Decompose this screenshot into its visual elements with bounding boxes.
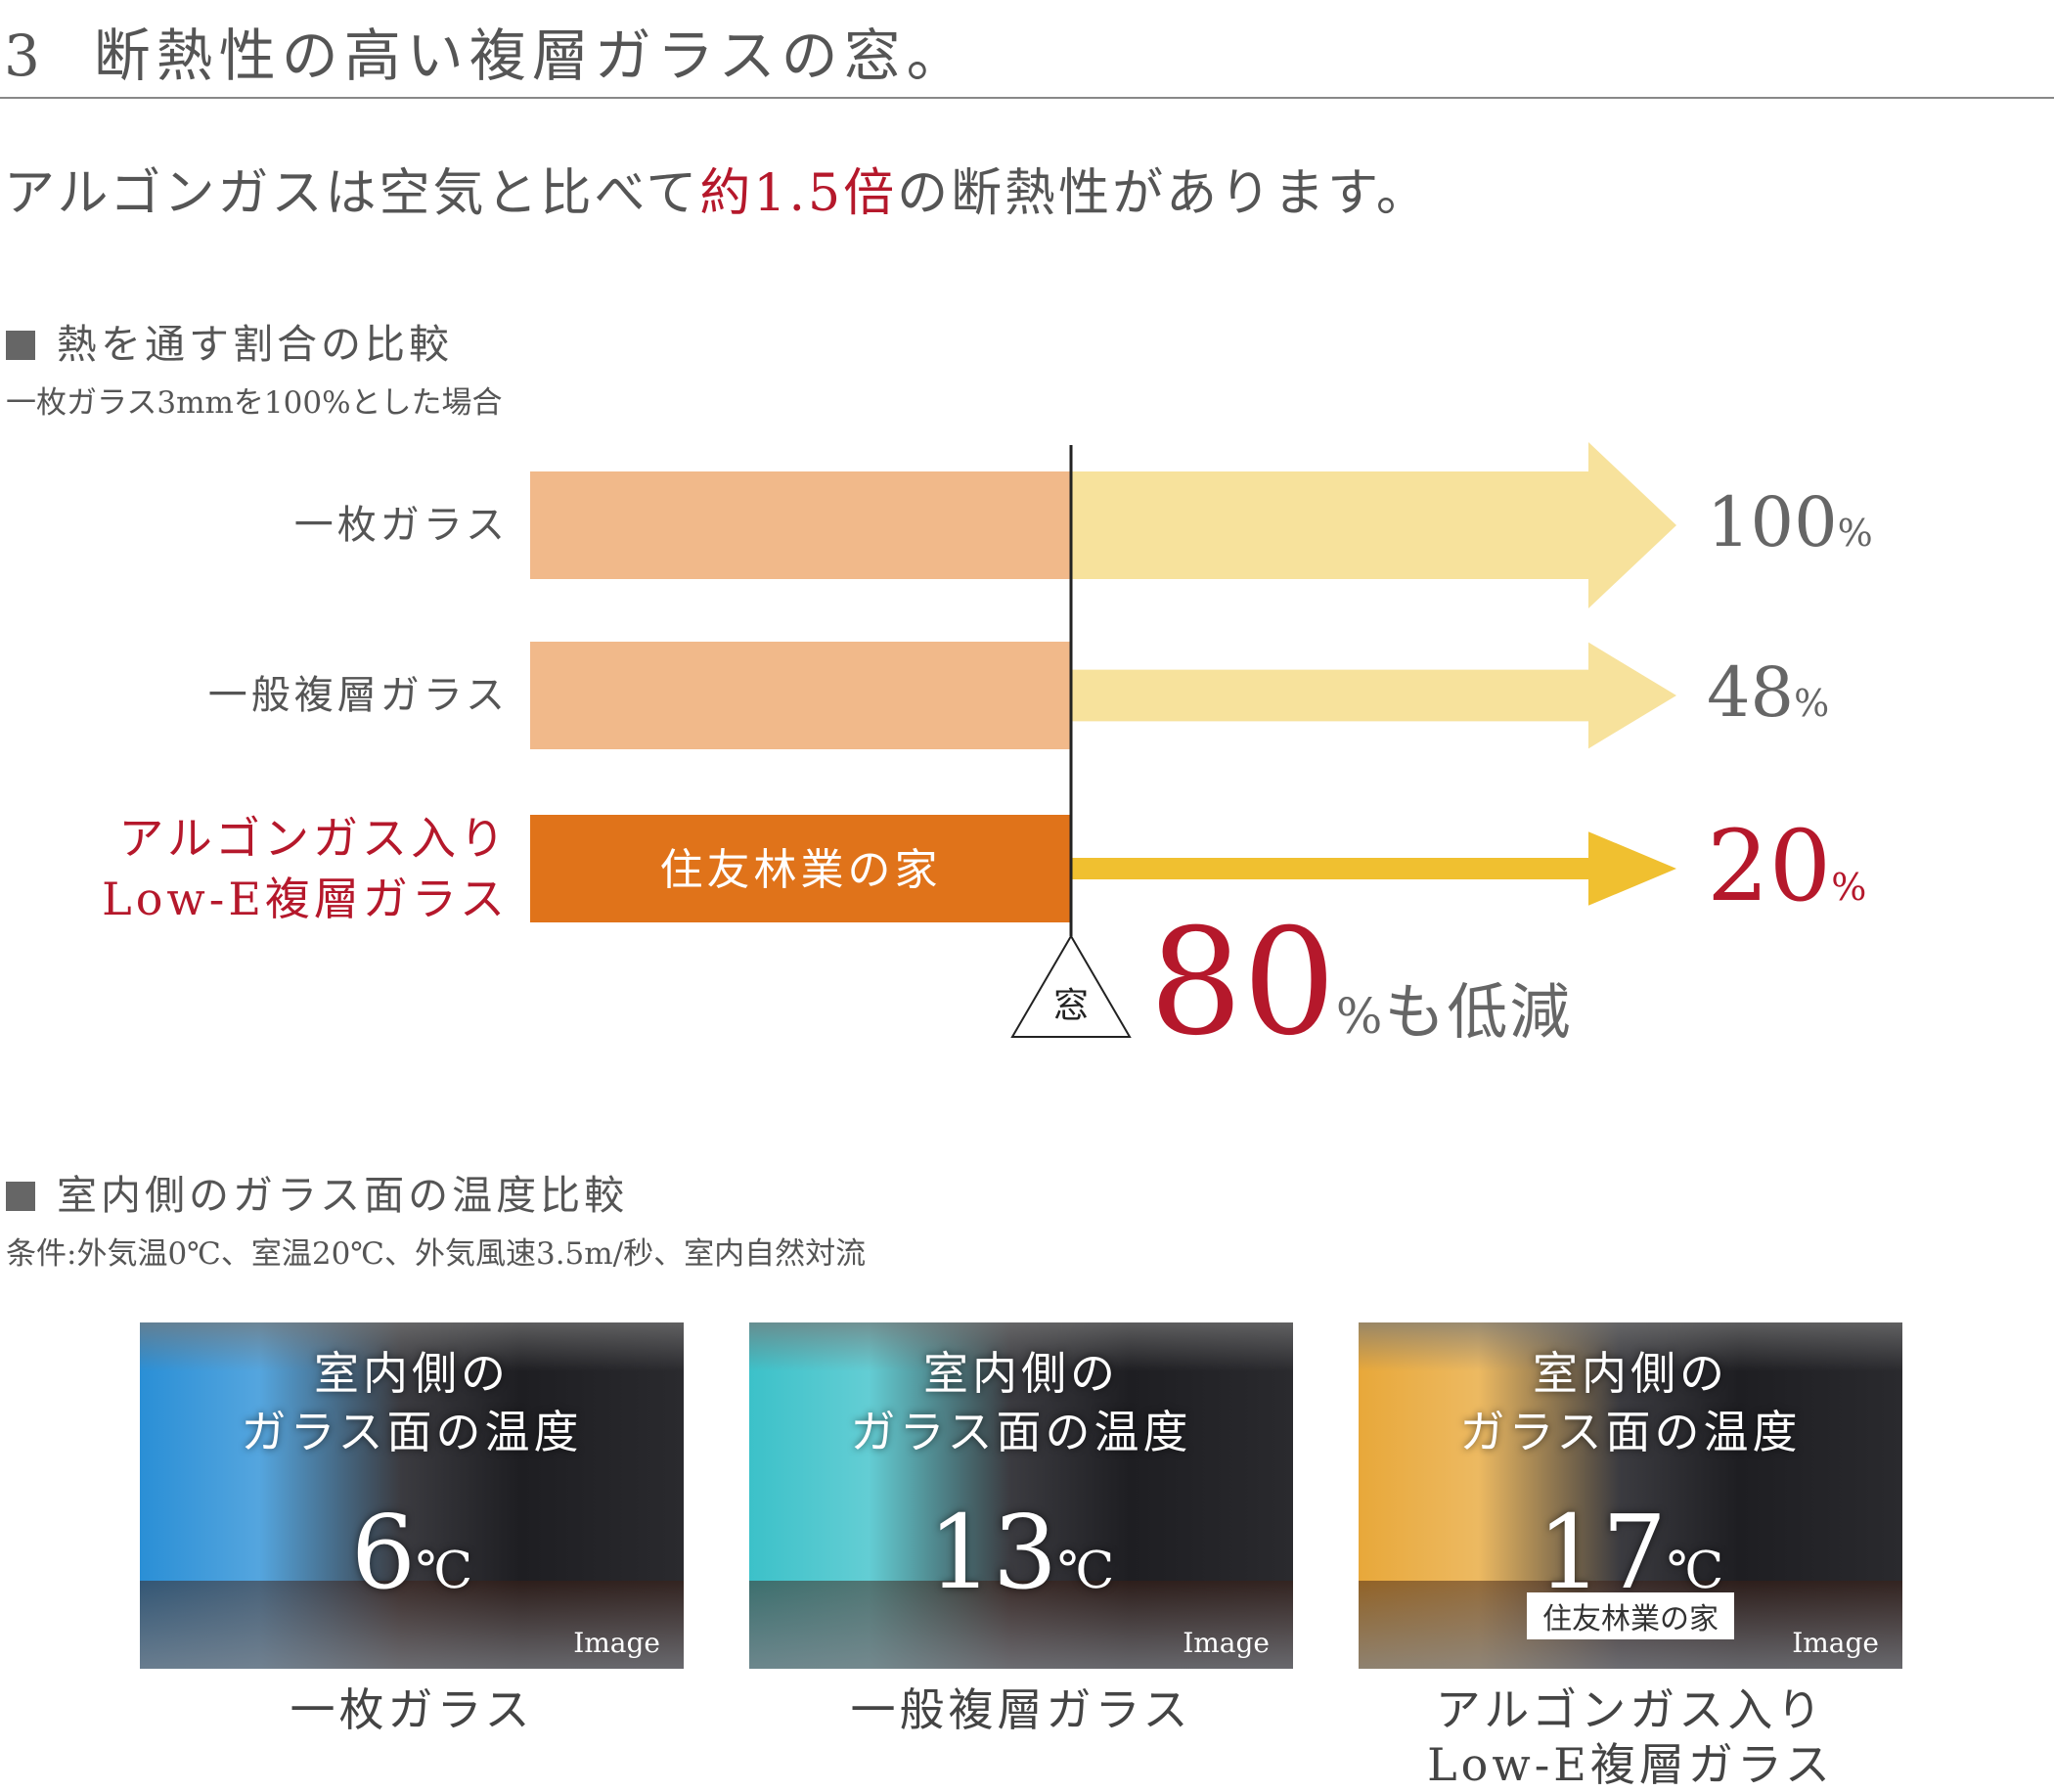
heat-arrow bbox=[1071, 831, 1676, 906]
glass-bar bbox=[530, 471, 1071, 579]
temperature-unit: ℃ bbox=[1667, 1542, 1724, 1600]
value-number: 20 bbox=[1707, 809, 1832, 923]
window-marker bbox=[1010, 934, 1132, 1038]
temperature-unit: ℃ bbox=[1057, 1542, 1115, 1600]
lead-text: アルゴンガスは空気と比べて bbox=[4, 164, 700, 223]
section-note: 条件:外気温0℃、室温20℃、外気風速3.5m/秒、室内自然対流 bbox=[6, 1236, 867, 1272]
page-title: 3 断熱性の高い複層ガラスの窓。 bbox=[4, 10, 969, 92]
card-temperature: 13℃ bbox=[749, 1499, 1293, 1625]
category-label: 一枚ガラス bbox=[293, 503, 509, 548]
inner-label: 住友林業の家 bbox=[659, 845, 942, 895]
heat-arrow bbox=[1071, 442, 1676, 608]
temperature-value: 17 bbox=[1537, 1493, 1668, 1612]
lead-highlight: 約1.5倍 bbox=[699, 164, 898, 223]
section-title: 熱を通す割合の比較 bbox=[6, 311, 453, 370]
card-temperature: 6℃ bbox=[140, 1499, 684, 1625]
photo-floor bbox=[140, 1581, 684, 1669]
card-temperature: 17℃ bbox=[1359, 1499, 1902, 1625]
glass-bar bbox=[530, 815, 1071, 922]
photo-card: 室内側の ガラス面の温度 17℃ 住友林業の家 Image bbox=[1359, 1322, 1902, 1669]
reduction: 80%も低減 bbox=[1149, 905, 1572, 1095]
section-title-text: 室内側のガラス面の温度比較 bbox=[57, 1172, 629, 1219]
card-caption: アルゴンガス入り Low-E複層ガラス bbox=[1427, 1683, 1834, 1791]
photo-card: 室内側の ガラス面の温度 13℃ Image bbox=[749, 1322, 1293, 1669]
value-label: 48% bbox=[1707, 649, 1829, 747]
lead: アルゴンガスは空気と比べて約1.5倍の断熱性があります。 bbox=[4, 152, 1430, 225]
title-rule bbox=[0, 97, 2054, 99]
value-number: 100 bbox=[1707, 482, 1838, 562]
value-label: 100% bbox=[1707, 478, 1873, 577]
photo-floor bbox=[749, 1581, 1293, 1669]
card-heading: 室内側の ガラス面の温度 bbox=[241, 1347, 583, 1458]
image-label: Image bbox=[573, 1627, 660, 1659]
lead-text: の断熱性があります。 bbox=[897, 164, 1430, 223]
card-heading: 室内側の ガラス面の温度 bbox=[1459, 1347, 1802, 1458]
temperature-value: 6 bbox=[350, 1493, 416, 1612]
section-title: 室内側のガラス面の温度比較 bbox=[6, 1162, 628, 1221]
heat-arrow bbox=[1071, 642, 1676, 749]
title-text: 断熱性の高い複層ガラスの窓。 bbox=[93, 22, 969, 89]
photo-ceiling bbox=[140, 1322, 684, 1371]
chart: 窓 bbox=[530, 442, 1676, 1038]
value-number: 48 bbox=[1707, 652, 1795, 733]
image-label: Image bbox=[1183, 1627, 1270, 1659]
reduction-value: 80 bbox=[1149, 898, 1336, 1068]
value-unit: % bbox=[1831, 866, 1867, 909]
image-label: Image bbox=[1792, 1627, 1879, 1659]
title-number: 3 bbox=[4, 22, 46, 89]
photo-ceiling bbox=[1359, 1322, 1902, 1371]
card-caption: 一般複層ガラス bbox=[850, 1683, 1192, 1736]
reduction-unit: % bbox=[1335, 988, 1385, 1045]
reduction-text: も低減 bbox=[1384, 976, 1573, 1048]
temperature-unit: ℃ bbox=[416, 1542, 473, 1600]
category-label: 一般複層ガラス bbox=[207, 673, 509, 718]
value-unit: % bbox=[1837, 512, 1873, 555]
photo-ceiling bbox=[749, 1322, 1293, 1371]
section-note: 一枚ガラス3mmを100%とした場合 bbox=[6, 385, 503, 421]
value-unit: % bbox=[1794, 682, 1830, 725]
section-title-text: 熱を通す割合の比較 bbox=[57, 321, 453, 368]
category-label: アルゴンガス入り Low-E複層ガラス bbox=[102, 812, 509, 925]
card-badge: 住友林業の家 bbox=[1527, 1592, 1734, 1639]
photo-card: 室内側の ガラス面の温度 6℃ Image bbox=[140, 1322, 684, 1669]
card-caption: 一枚ガラス bbox=[290, 1683, 534, 1736]
glass-bar bbox=[530, 642, 1071, 749]
value-label: 20% bbox=[1707, 808, 1866, 946]
temperature-value: 13 bbox=[927, 1493, 1058, 1612]
card-heading: 室内側の ガラス面の温度 bbox=[850, 1347, 1192, 1458]
window-marker-label: 窓 bbox=[1053, 986, 1089, 1026]
